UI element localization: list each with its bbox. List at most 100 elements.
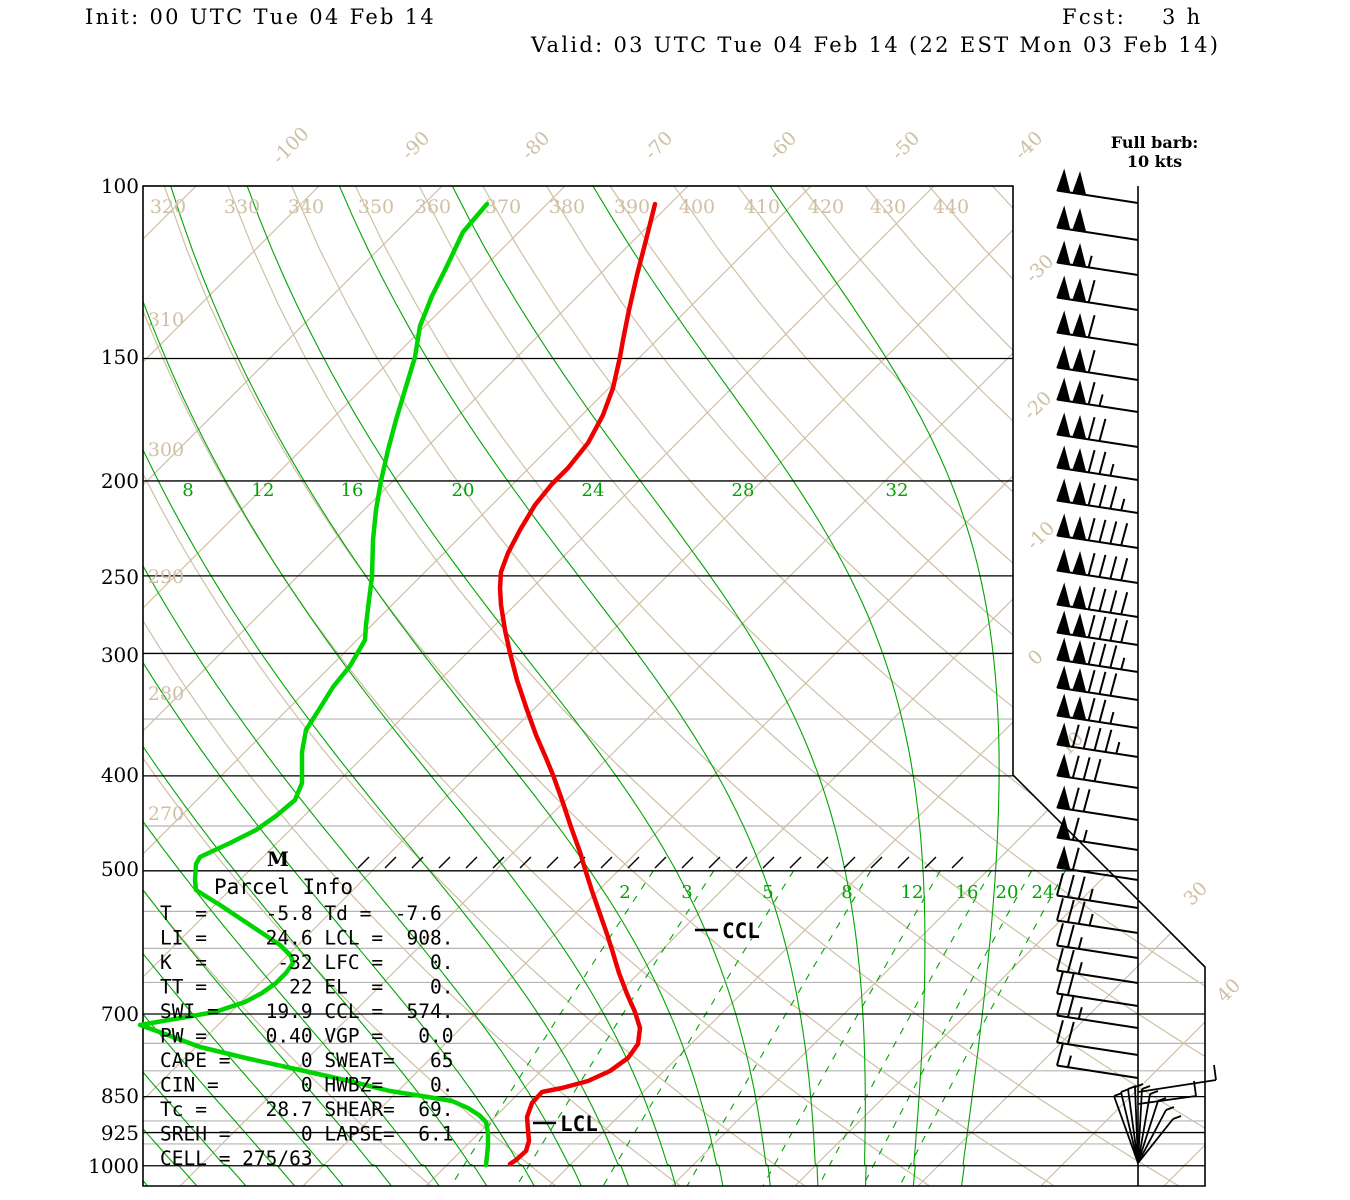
dry-adiabat-label: 370 (485, 196, 521, 218)
mixing-ratio-label: 2 (619, 882, 630, 903)
isotherm-top-label: -60 (764, 127, 801, 164)
dry-adiabat-label: 330 (224, 196, 260, 218)
moist-adiabat-label: 28 (732, 480, 755, 501)
mixing-ratio-label: 5 (762, 882, 773, 903)
wind-barb (1056, 412, 1139, 448)
wind-barb (1056, 310, 1139, 346)
wind-barb (1056, 377, 1139, 413)
mixing-ratio-label: 3 (681, 882, 692, 903)
dry-adiabat-label: 400 (679, 196, 715, 218)
pressure-label: 500 (101, 857, 139, 881)
pressure-label: 700 (101, 1002, 139, 1026)
mixing-ratio-label: 16 (956, 882, 979, 903)
dry-adiabat-label: 300 (148, 439, 184, 461)
dry-adiabat-label: 310 (148, 309, 184, 331)
isotherm-right-label: -30 (1021, 250, 1058, 287)
wind-barb (1056, 548, 1139, 584)
pressure-label: 850 (101, 1084, 139, 1108)
moist-adiabat-label: 32 (886, 480, 909, 501)
isotherm-top-label: -70 (640, 127, 677, 164)
wind-barb (1056, 873, 1139, 909)
m-level-marker: M (267, 847, 289, 871)
mixing-ratio-label: 20 (996, 882, 1019, 903)
pressure-label: 1000 (88, 1154, 139, 1178)
moist-adiabat-label: 12 (252, 480, 275, 501)
dry-adiabat-label: 430 (870, 196, 906, 218)
dry-adiabat-label: 410 (744, 196, 780, 218)
moist-adiabat-lines (143, 186, 1000, 1186)
pressure-axis-labels: 100 150 200 250 300 400 500 700 850 925 1000 (88, 174, 139, 1178)
wind-barb (1056, 1020, 1139, 1056)
wind-barb (1056, 845, 1139, 881)
isotherm-top-label: -100 (268, 123, 314, 169)
chart-border (142, 185, 1206, 1187)
isotherm-right-label: -10 (1022, 517, 1059, 554)
wind-barb (1056, 168, 1139, 204)
wind-barb (1056, 610, 1139, 646)
wind-barbs (1056, 168, 1139, 1079)
surface-wind-cluster (1113, 1064, 1217, 1164)
wind-barb (1056, 205, 1139, 241)
parcel-info-line: CELL = 275/63 (160, 1147, 313, 1170)
dry-adiabat-label: 340 (288, 196, 324, 218)
wind-barb (1056, 923, 1139, 959)
moist-adiabat-label: 24 (582, 480, 605, 501)
moist-adiabat-labels: 8 12 16 20 24 28 32 (182, 480, 908, 501)
dry-adiabat-label: 360 (415, 196, 451, 218)
parcel-info-line: SWI = 19.9 CCL = 574. (160, 1000, 454, 1023)
level-markers: CCL LCL (533, 919, 760, 1136)
wind-barb (1056, 445, 1139, 481)
dry-adiabat-label: 280 (148, 683, 184, 705)
dry-adiabat-label: 380 (549, 196, 585, 218)
isotherm-top-label: -90 (397, 127, 434, 164)
wind-barb (1056, 582, 1139, 618)
ccl-marker: CCL (722, 919, 760, 943)
barb-legend-units: 10 kts (1126, 152, 1183, 171)
parcel-info-line: T = -5.8 Td = -7.6 (160, 902, 442, 925)
wind-barb (1056, 948, 1139, 984)
pressure-label: 400 (101, 763, 139, 787)
wind-barb (1056, 637, 1139, 673)
mixing-ratio-lines (447, 870, 1066, 1186)
pressure-label: 250 (101, 565, 139, 589)
moist-adiabat-label: 16 (341, 480, 364, 501)
parcel-info-line: Tc = 28.7 SHEAR= 69. (160, 1098, 454, 1121)
wind-barb (1056, 971, 1139, 1007)
parcel-info-line: K = -32 LFC = 0. (160, 951, 454, 974)
parcel-info-line: CAPE = 0 SWEAT= 65 (160, 1049, 454, 1072)
pressure-label: 300 (101, 643, 139, 667)
dry-adiabat-label: 350 (358, 196, 394, 218)
parcel-info-line: SREH = 0 LAPSE= 6.1 (160, 1123, 454, 1146)
mixing-ratio-labels: 2 3 5 8 12 16 20 24 (619, 882, 1054, 903)
wind-barb (1056, 665, 1139, 701)
barb-legend: Full barb: 10 kts (1092, 133, 1217, 171)
freezing-hatch-row: M (267, 847, 964, 871)
pressure-major-gridlines (143, 185, 1205, 1167)
wind-barb (1056, 898, 1139, 934)
parcel-info-line: LI = 24.6 LCL = 908. (160, 927, 454, 950)
moist-adiabat-label: 20 (452, 480, 475, 501)
dry-adiabat-labels: 320 330 340 350 360 370 380 390 400 410 420 430 440 3… (148, 196, 969, 825)
dewpoint-curve (137, 201, 491, 1168)
wind-barb (1056, 240, 1139, 276)
wind-barb (1056, 993, 1139, 1029)
isotherm-top-label: -40 (1010, 127, 1047, 164)
pressure-label: 925 (101, 1121, 139, 1145)
isotherm-top-label: -80 (517, 127, 554, 164)
dry-adiabat-label: 290 (148, 566, 184, 588)
wind-barb (1056, 815, 1139, 851)
lcl-marker: LCL (560, 1112, 598, 1136)
barb-legend-title: Full barb: (1110, 133, 1199, 152)
moist-adiabat-label: 8 (182, 480, 193, 501)
isotherm-right-label: 30 (1179, 877, 1212, 910)
init-time-label: Init: 00 UTC Tue 04 Feb 14 (85, 5, 437, 29)
dry-adiabat-label: 270 (148, 803, 184, 825)
parcel-info-box: Parcel Info T = -5.8 Td = -7.6LI = 24.6 L… (160, 875, 454, 1170)
wind-barb (1056, 722, 1139, 758)
wind-barb (1056, 785, 1139, 821)
pressure-label: 200 (101, 469, 139, 493)
mixing-ratio-label: 12 (901, 882, 924, 903)
forecast-hour-label: Fcst: 3 h (1062, 5, 1203, 29)
